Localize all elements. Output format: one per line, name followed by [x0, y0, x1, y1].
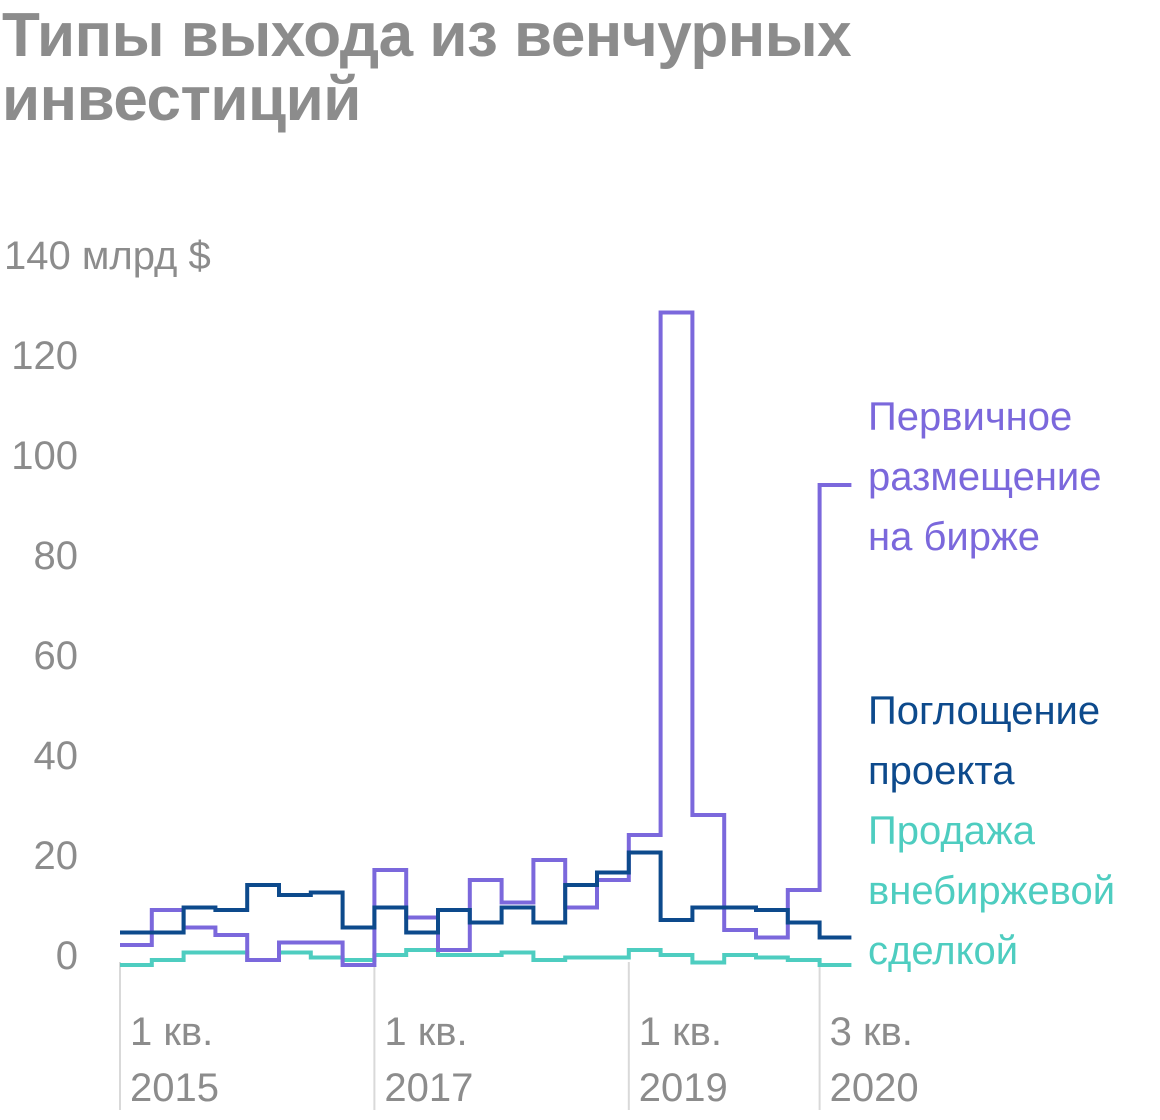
y-tick-label: 100	[11, 434, 78, 478]
y-tick-label: 80	[34, 534, 79, 578]
x-tick-label: 1 кв.	[130, 1010, 213, 1054]
y-tick-label: 60	[34, 634, 79, 678]
chart-title-line-1: Типы выхода из венчурных	[2, 1, 852, 70]
legend-label-ipo: Первичное	[868, 395, 1072, 439]
series-line-acquisition	[120, 850, 852, 940]
y-tick-label: 40	[34, 734, 79, 778]
legend-label-ipo: размещение	[868, 455, 1102, 499]
y-axis-labels: 0 20 40 60 80 100 120 140 млрд $	[4, 234, 211, 978]
x-tick-label: 1 кв.	[384, 1010, 467, 1054]
legend-label-acquisition: проекта	[868, 749, 1015, 793]
series-lines	[120, 310, 852, 967]
legend-label-buyout: внебиржевой	[868, 869, 1115, 913]
x-tick-label: 2017	[384, 1066, 473, 1110]
x-tick-label: 2015	[130, 1066, 219, 1110]
x-axis: 1 кв. 2015 1 кв. 2017 1 кв. 2019 3 кв. 2020	[119, 962, 919, 1110]
y-tick-label: 20	[34, 834, 79, 878]
x-tick-label: 3 кв.	[830, 1010, 913, 1054]
chart-title: Типы выхода из венчурных инвестиций	[2, 4, 1142, 132]
legend-label-buyout: Продажа	[868, 809, 1036, 853]
legend-label-acquisition: Поглощение	[868, 689, 1100, 733]
y-tick-label: 140 млрд $	[4, 234, 211, 278]
series-line-buyout	[120, 948, 852, 967]
x-tick-label: 1 кв.	[639, 1010, 722, 1054]
series-line-ipo	[120, 310, 852, 967]
legend-label-buyout: сделкой	[868, 929, 1018, 973]
legend-label-ipo: на бирже	[868, 515, 1040, 559]
chart-title-line-2: инвестиций	[2, 65, 361, 134]
x-tick-label: 2019	[639, 1066, 728, 1110]
y-tick-label: 120	[11, 334, 78, 378]
y-tick-label: 0	[56, 934, 78, 978]
legend: Первичное размещение на бирже Поглощение про…	[868, 395, 1115, 973]
x-tick-label: 2020	[830, 1066, 919, 1110]
